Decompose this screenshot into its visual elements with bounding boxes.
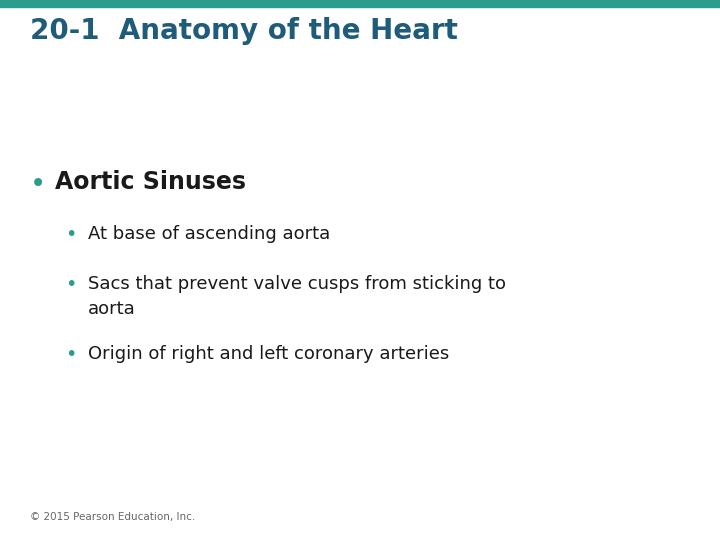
Text: •: • bbox=[30, 170, 46, 198]
Text: Origin of right and left coronary arteries: Origin of right and left coronary arteri… bbox=[88, 345, 449, 363]
Text: Aortic Sinuses: Aortic Sinuses bbox=[55, 170, 246, 194]
Text: •: • bbox=[65, 345, 76, 364]
Text: © 2015 Pearson Education, Inc.: © 2015 Pearson Education, Inc. bbox=[30, 512, 195, 522]
Text: Sacs that prevent valve cusps from sticking to
aorta: Sacs that prevent valve cusps from stick… bbox=[88, 275, 506, 318]
Bar bbox=[0, 0, 720, 7]
Text: •: • bbox=[65, 225, 76, 244]
Text: •: • bbox=[65, 275, 76, 294]
Text: 20-1  Anatomy of the Heart: 20-1 Anatomy of the Heart bbox=[30, 17, 458, 45]
Text: At base of ascending aorta: At base of ascending aorta bbox=[88, 225, 330, 243]
